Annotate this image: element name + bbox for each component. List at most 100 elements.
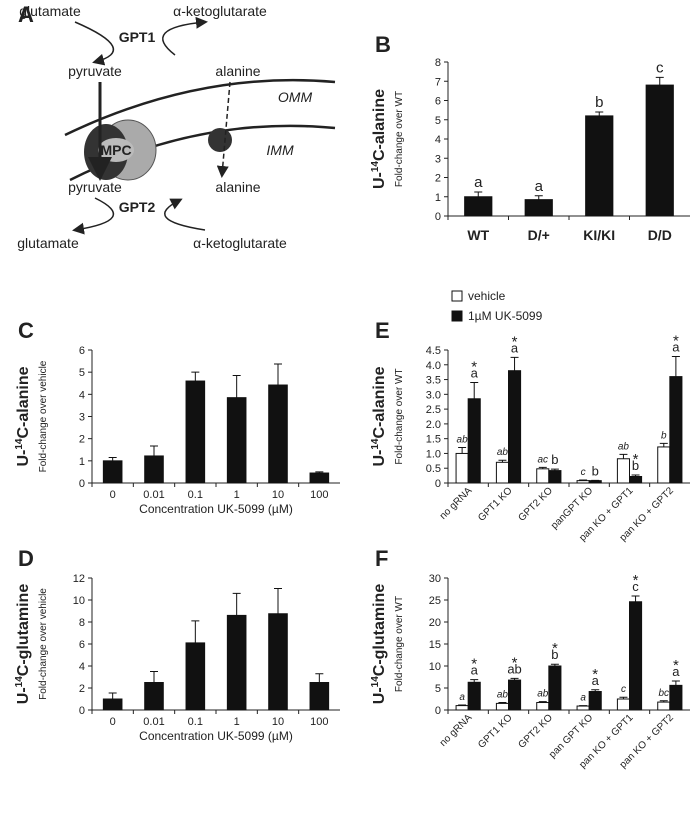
x-tick-label: 100 [310,489,328,501]
panel-label: F [375,546,388,571]
bar [268,613,288,711]
y-axis-sublabel: Fold-change over vehicle [38,588,49,700]
x-tick-label: GPT2 KO [517,485,556,524]
error-bar [534,195,543,200]
node: α-ketoglutarate [193,235,287,251]
y-tick-label: 0 [79,705,85,717]
y-axis-sublabel: Fold-change over WT [394,368,405,464]
y-tick-label: 4 [435,134,441,146]
y-label-sup: 14 [370,161,381,173]
mpc-label-bg [98,138,134,162]
significance-letter: a [459,692,465,703]
node: pyruvate [68,63,122,79]
bar [144,455,164,484]
node: alanine [215,63,260,79]
x-tick-label: WT [467,227,489,243]
arrow [162,16,208,56]
bar [548,470,562,484]
bar [536,468,550,484]
significance-letter: a [592,673,600,688]
panel-label: D [18,546,34,571]
significance-letter: ab [537,689,549,700]
panel-label: C [18,318,34,343]
significance-letter: a [580,693,586,704]
error-bar [550,663,559,666]
significance-letter: c [656,59,664,76]
significance-letter: ab [497,690,509,701]
bar [616,698,631,711]
significance-star: * [471,656,477,673]
x-tick-label: GPT2 KO [517,712,556,751]
error-bar [498,702,507,704]
significance-letter: ab [497,447,509,458]
y-tick-label: 12 [73,573,85,585]
y-tick-label: 2.5 [426,404,441,416]
bar [657,446,671,484]
significance-letter: a [471,366,479,381]
y-tick-label: 4.5 [426,345,441,357]
error-bar [474,191,483,197]
x-tick-label: 1 [234,716,240,728]
error-bar [232,592,241,616]
bar [467,681,481,711]
y-tick-label: 5 [79,367,85,379]
error-bar [619,453,628,459]
y-tick-label: 10 [429,661,441,673]
legend-label: vehicle [468,289,506,303]
bar [629,475,643,484]
significance-star: * [673,657,679,674]
x-tick-label: D/+ [528,227,550,243]
bar [536,702,550,711]
y-tick-label: 1 [435,192,441,204]
bar [455,452,469,484]
y-tick-label: 0.5 [426,463,441,475]
error-bar [150,671,158,683]
error-bar [274,363,282,386]
panel-label: B [375,32,391,57]
bar [268,384,288,484]
y-tick-label: 1.5 [426,434,441,446]
node: glutamate [17,235,79,251]
error-bar [315,673,324,683]
significance-letter: a [474,174,483,191]
bar [669,376,683,484]
legend-swatch [451,290,463,302]
legend-swatch [451,310,463,322]
error-bar [631,474,640,477]
significance-letter: a [672,340,680,355]
y-label-part: C-alanine [371,366,388,438]
y-tick-label: 20 [429,617,441,629]
arrow [74,21,115,66]
bar [588,480,602,484]
error-bar [498,459,507,463]
significance-star: * [471,359,477,376]
error-bar [538,701,547,703]
y-tick-label: 1 [79,456,85,468]
y-label-sup: 14 [14,438,25,450]
bar [657,701,671,711]
y-axis-sublabel: Fold-change over WT [394,596,405,692]
y-axis-label: U-14C-alanine [370,89,388,189]
bar [102,460,123,484]
bar [226,614,247,711]
bar [576,480,590,484]
y-tick-label: 0 [435,211,441,223]
arrow [72,197,115,235]
error-bar [659,700,668,703]
bar [508,370,522,484]
error-bar [619,696,628,699]
y-label-part: C-glutamine [15,584,32,677]
significance-letter: b [661,430,667,441]
significance-letter: c [581,467,586,478]
bar [102,698,123,711]
y-tick-label: 30 [429,573,441,585]
error-bar [579,479,588,481]
bar [144,682,164,711]
arrow [164,198,206,231]
y-label-part: C-alanine [15,366,32,438]
significance-star: * [552,640,558,657]
significance-letter: a [535,178,544,195]
error-bar [108,692,117,699]
y-tick-label: 2 [79,683,85,695]
significance-letter: c [621,684,626,695]
